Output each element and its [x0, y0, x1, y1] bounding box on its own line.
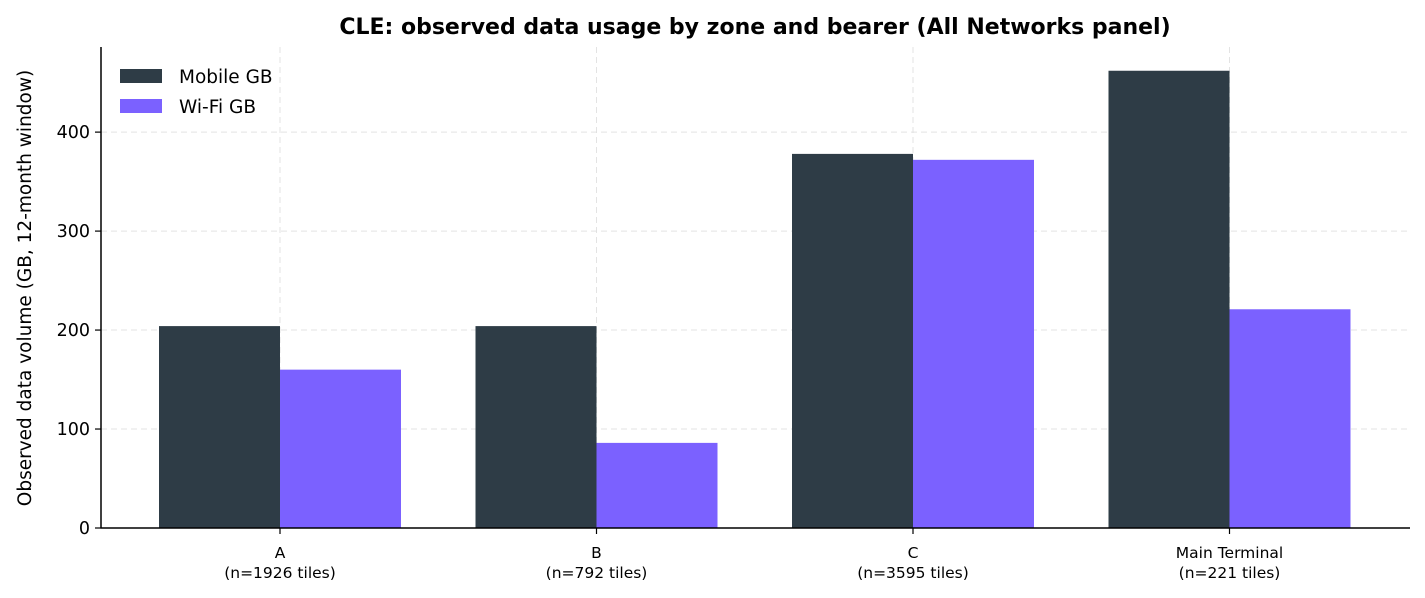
- y-tick-label: 200: [57, 321, 90, 341]
- y-tick-label: 100: [57, 420, 90, 440]
- x-tick-sublabel: (n=792 tiles): [546, 564, 648, 582]
- x-tick-sublabel: (n=3595 tiles): [857, 564, 969, 582]
- y-tick-label: 0: [79, 519, 90, 539]
- legend-swatch-wifi: [120, 99, 162, 113]
- bar-mobile: [159, 326, 280, 528]
- y-tick-label: 400: [57, 123, 90, 143]
- bar-mobile: [792, 153, 913, 528]
- bars: [159, 70, 1351, 529]
- chart-title: CLE: observed data usage by zone and bea…: [339, 15, 1170, 40]
- legend-swatch-mobile: [120, 69, 162, 83]
- legend: Mobile GB Wi-Fi GB: [120, 67, 273, 118]
- axes: [100, 47, 1410, 529]
- bar-mobile: [475, 326, 597, 528]
- x-tick-label: Main Terminal: [1176, 544, 1283, 562]
- bar-wifi: [913, 159, 1034, 529]
- x-ticks: A (n=1926 tiles) B (n=792 tiles) C (n=3595 ti…: [224, 528, 1283, 582]
- legend-label-wifi: Wi-Fi GB: [179, 97, 256, 118]
- y-axis-label: Observed data volume (GB, 12-month windo…: [15, 70, 36, 506]
- x-tick-sublabel: (n=1926 tiles): [224, 564, 336, 582]
- x-tick-label: A: [275, 544, 286, 562]
- y-tick-label: 300: [57, 222, 90, 242]
- x-tick-label: B: [591, 544, 602, 562]
- x-tick-sublabel: (n=221 tiles): [1179, 564, 1281, 582]
- legend-label-mobile: Mobile GB: [179, 67, 273, 88]
- bar-wifi: [596, 442, 718, 528]
- bar-wifi: [280, 369, 401, 528]
- y-ticks: 0 100 200 300 400: [57, 123, 101, 539]
- bar-wifi: [1229, 309, 1351, 528]
- bar-mobile: [1108, 70, 1230, 529]
- x-tick-label: C: [908, 544, 919, 562]
